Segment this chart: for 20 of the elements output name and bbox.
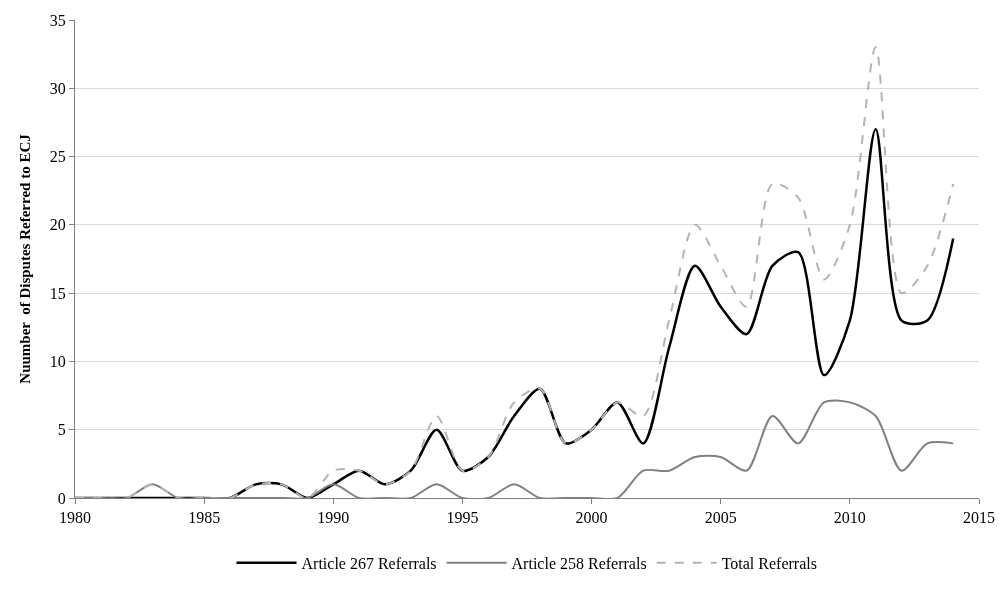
x-tick-label: 1985	[188, 509, 221, 527]
x-tick-label: 2000	[575, 509, 608, 527]
x-tick-label: 2010	[833, 509, 866, 527]
legend-label: Article 258 Referrals	[511, 554, 647, 572]
y-tick-label: 20	[49, 216, 66, 234]
y-tick-label: 25	[49, 148, 66, 166]
y-tick-label: 15	[49, 284, 66, 302]
legend-label: Total Referrals	[721, 554, 817, 572]
x-tick-label: 1990	[317, 509, 350, 527]
x-tick-label: 2005	[704, 509, 737, 527]
y-axis-title: Nuumber of Disputes Referred to ECJ	[17, 133, 34, 384]
y-tick-label: 30	[49, 79, 66, 97]
y-tick-label: 0	[57, 489, 66, 507]
x-tick-label: 1995	[446, 509, 479, 527]
y-tick-label: 5	[57, 421, 66, 439]
x-tick-label: 1980	[59, 509, 91, 527]
legend-label: Article 267 Referrals	[301, 554, 437, 572]
y-tick-label: 35	[49, 11, 66, 29]
x-tick-label: 2015	[963, 509, 995, 527]
y-tick-label: 10	[49, 353, 66, 371]
